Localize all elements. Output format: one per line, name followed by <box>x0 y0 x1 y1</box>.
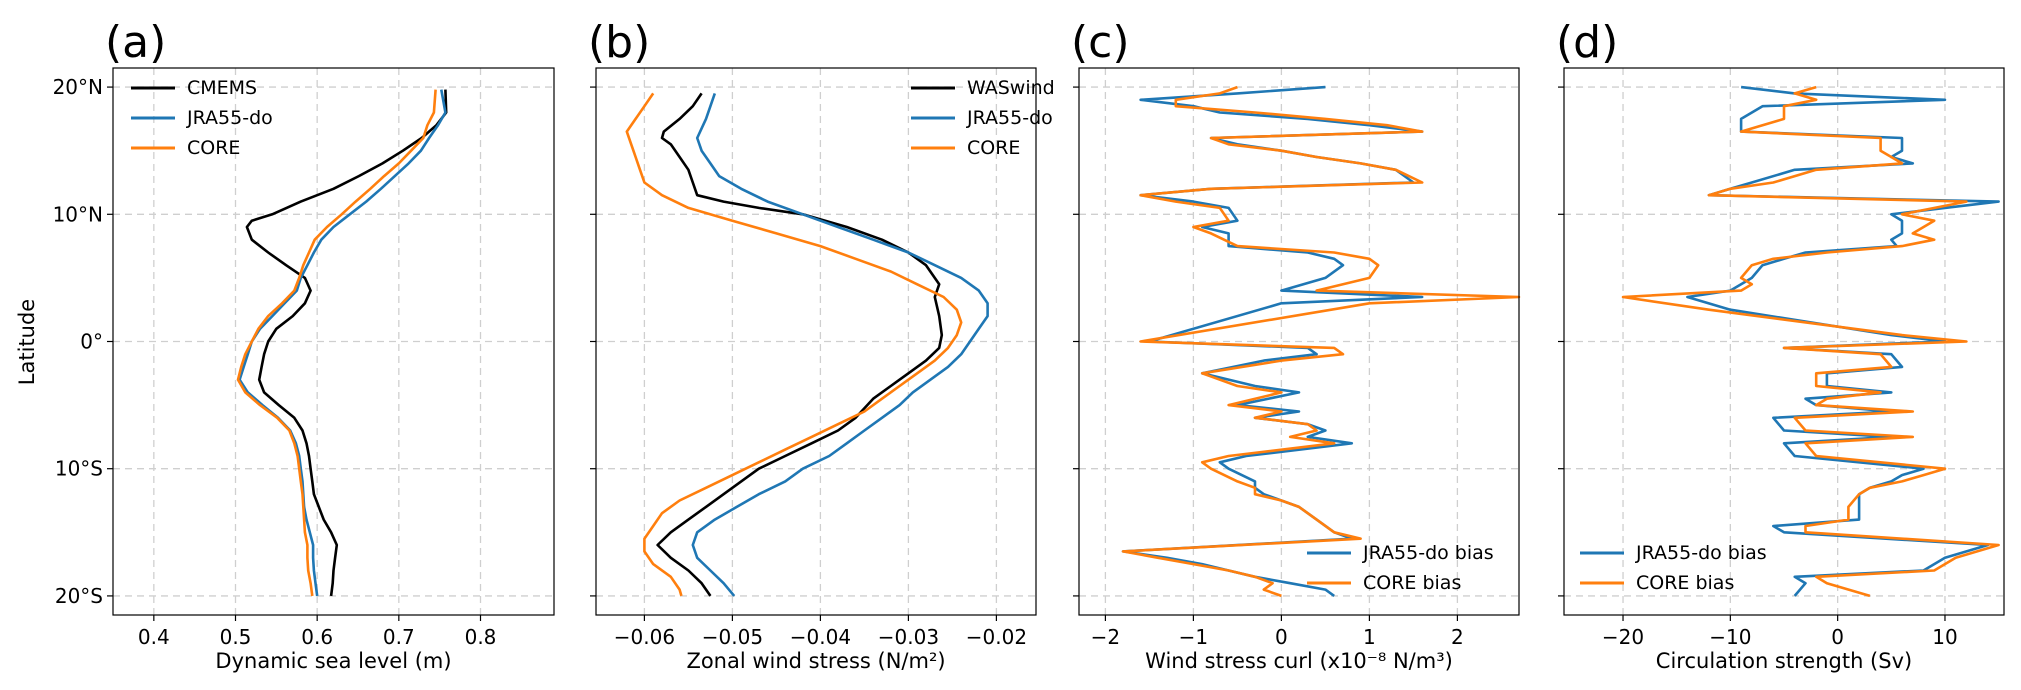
legend: JRA55-do bias CORE bias <box>1307 542 1494 594</box>
x-tick-label: 0.7 <box>383 625 415 649</box>
legend: CMEMS JRA55-do CORE <box>131 77 273 159</box>
x-axis-label: Zonal wind stress (N/m²) <box>686 649 945 673</box>
x-tick-label: −20 <box>1602 625 1644 649</box>
legend-label: WASwind <box>967 77 1055 99</box>
legend-label: CORE bias <box>1363 572 1461 594</box>
y-tick-label: 20°S <box>55 584 103 608</box>
x-axis-label: Dynamic sea level (m) <box>215 649 451 673</box>
y-tick-label: 20°N <box>53 75 103 99</box>
panel-label: (c) <box>1071 17 1130 68</box>
x-tick-label: 0 <box>1831 625 1844 649</box>
series-line-core <box>625 92 963 597</box>
panel-d: −20 −10 0 10 (d) Circulation strength (Sv) JRA… <box>1556 17 2005 673</box>
x-tick-label: −0.04 <box>790 625 851 649</box>
panel-label: (d) <box>1556 17 1618 68</box>
x-tick-label: −0.03 <box>878 625 939 649</box>
series-line-cmems <box>245 89 448 597</box>
x-tick-label: 0.4 <box>138 625 170 649</box>
axes-frame <box>1078 67 1520 616</box>
series-line-waswind <box>656 92 944 597</box>
x-tick-label: −0.05 <box>702 625 763 649</box>
legend-label: JRA55-do bias <box>1635 542 1767 564</box>
legend-label: JRA55-do <box>966 107 1053 129</box>
x-tick-label: 2 <box>1451 625 1464 649</box>
y-tick-label: 10°S <box>55 457 103 481</box>
panel-label: (a) <box>105 17 166 68</box>
x-tick-label: −2 <box>1091 625 1120 649</box>
legend: JRA55-do bias CORE bias <box>1580 542 1767 594</box>
legend: WASwind JRA55-do CORE <box>911 77 1055 159</box>
x-tick-label: 0.5 <box>220 625 252 649</box>
x-tick-label: −0.02 <box>966 625 1027 649</box>
panel-a: 0.4 0.5 0.6 0.7 0.8 20°N 10°N 0° 10°S 20°S (a) Dyna… <box>53 17 555 673</box>
x-axis-label: Wind stress curl (x10⁻⁸ N/m³) <box>1145 649 1453 673</box>
panel-b: −0.06 −0.05 −0.04 −0.03 −0.02 (b) Zonal wind s… <box>588 17 1055 673</box>
x-tick-label: 10 <box>1932 625 1957 649</box>
x-axis-label: Circulation strength (Sv) <box>1656 649 1912 673</box>
x-tick-label: −1 <box>1179 625 1208 649</box>
legend-label: CORE <box>187 137 240 159</box>
x-tick-label: −0.06 <box>614 625 675 649</box>
x-tick-label: 1 <box>1363 625 1376 649</box>
y-tick-label: 10°N <box>53 202 103 226</box>
legend-label: CMEMS <box>187 77 257 99</box>
series-line-jra55-do <box>691 92 989 597</box>
x-tick-label: 0 <box>1275 625 1288 649</box>
series-line-core <box>236 89 437 597</box>
legend-label: CORE bias <box>1636 572 1734 594</box>
panel-c: −2 −1 0 1 2 (c) Wind stress curl (x10⁻⁸ N/m³) J… <box>1071 17 1521 673</box>
axes-frame <box>112 67 555 616</box>
legend-label: CORE <box>967 137 1020 159</box>
legend-label: JRA55-do bias <box>1362 542 1494 564</box>
y-tick-label: 0° <box>80 330 103 354</box>
series-line-core-bias <box>1621 85 2000 598</box>
x-tick-label: −10 <box>1709 625 1751 649</box>
legend-label: JRA55-do <box>186 107 273 129</box>
panel-label: (b) <box>588 17 650 68</box>
axes-frame <box>1563 67 2005 616</box>
series-line-jra55-do <box>238 89 447 597</box>
axes-frame <box>595 67 1037 616</box>
x-tick-label: 0.8 <box>465 625 497 649</box>
x-tick-label: 0.6 <box>301 625 333 649</box>
series-line-core-bias <box>1121 85 1521 598</box>
y-axis-label: Latitude <box>15 299 39 385</box>
